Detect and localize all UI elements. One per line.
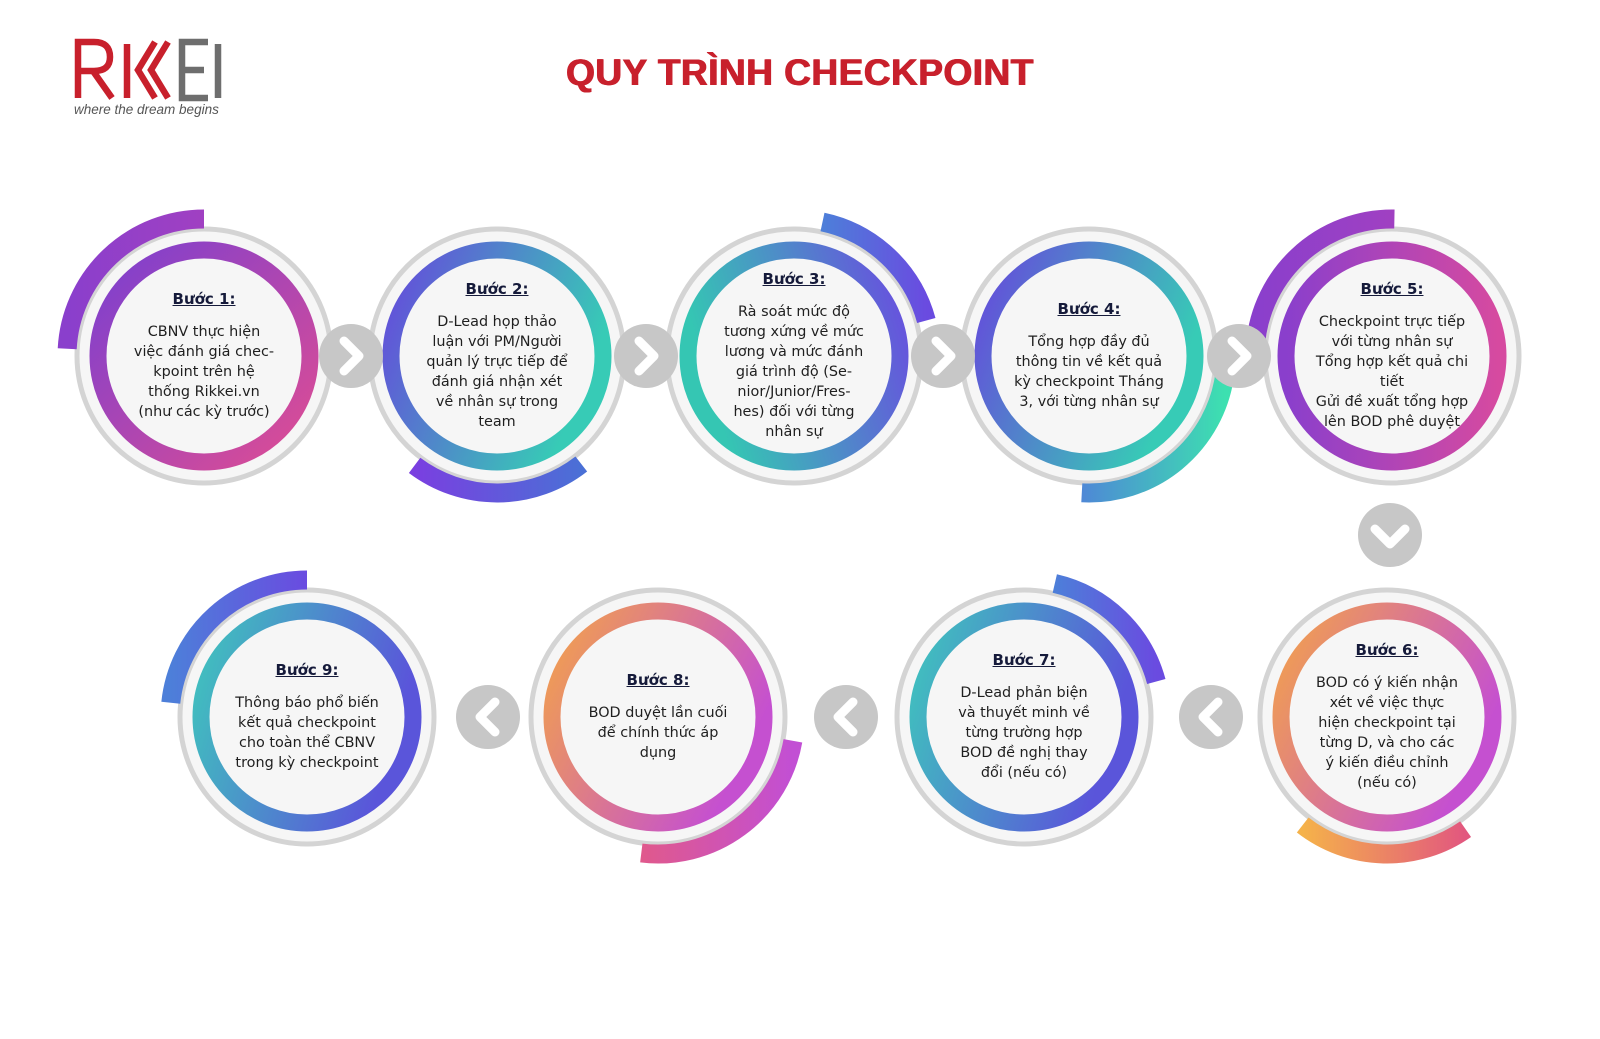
- step-description: D-Lead phản biện và thuyết minh về từng …: [958, 685, 1090, 781]
- step-description: Checkpoint trực tiếp với từng nhân sự Tổ…: [1315, 314, 1469, 430]
- step-title: Bước 7:: [992, 651, 1056, 669]
- chevron-left-icon: [1179, 685, 1243, 749]
- chevron-right-icon: [1207, 324, 1271, 388]
- step-title: Bước 2:: [465, 280, 529, 298]
- accent-arc: [408, 456, 588, 503]
- step-5-node: [1245, 209, 1522, 486]
- step-1-node: [57, 209, 334, 486]
- step-description: D-Lead họp thảo luận với PM/Người quản l…: [426, 314, 568, 430]
- step-description: CBNV thực hiện việc đánh giá chec- kpoin…: [133, 324, 275, 420]
- gradient-ring: [543, 602, 773, 832]
- gradient-ring: [1272, 602, 1502, 832]
- accent-arc: [161, 570, 308, 704]
- gradient-ring: [909, 602, 1139, 832]
- rikkei-logo: where the dream begins: [72, 36, 232, 121]
- chevron-left-icon: [814, 685, 878, 749]
- gradient-ring: [382, 241, 612, 471]
- rikkei-logo-mark: [74, 38, 222, 102]
- step-description: Thông báo phổ biến kết quả checkpoint ch…: [235, 695, 379, 771]
- step-1-content: Bước 1: CBNV thực hiện việc đánh giá chec…: [121, 251, 287, 461]
- accent-arc: [1296, 817, 1472, 864]
- step-title: Bước 3:: [762, 270, 826, 288]
- step-4-content: Bước 4: Tổng hợp đầy đủ thông tin về kết …: [1006, 251, 1172, 461]
- accent-arc: [57, 209, 205, 350]
- step-5-content: Bước 5: Checkpoint trực tiếp với từng nhâ…: [1309, 251, 1475, 461]
- step-8-node: [528, 587, 803, 864]
- accent-arc: [1081, 373, 1235, 503]
- step-description: Rà soát mức độ tương xứng về mức lương v…: [724, 304, 864, 440]
- chevron-down-icon: [1358, 503, 1422, 567]
- step-4-node: [959, 226, 1235, 503]
- step-title: Bước 6:: [1355, 641, 1419, 659]
- step-title: Bước 4:: [1057, 300, 1121, 318]
- gradient-ring: [974, 241, 1204, 471]
- arrows-layer: [319, 324, 1422, 749]
- chevron-right-icon: [911, 324, 975, 388]
- step-3-content: Bước 3: Rà soát mức độ tương xứng về mức …: [711, 251, 877, 461]
- step-title: Bước 8:: [626, 671, 690, 689]
- step-6-content: Bước 6: BOD có ý kiến nhận xét về việc th…: [1304, 612, 1470, 822]
- step-7-node: [894, 574, 1166, 847]
- step-title: Bước 9:: [275, 661, 339, 679]
- page-title: QUY TRÌNH CHECKPOINT: [566, 52, 1034, 93]
- step-description: Tổng hợp đầy đủ thông tin về kết quả kỳ …: [1014, 334, 1164, 410]
- accent-arc: [820, 212, 936, 324]
- logo-tagline: where the dream begins: [74, 102, 219, 117]
- step-8-content: Bước 8: BOD duyệt lần cuối để chính thức …: [575, 612, 741, 822]
- step-description: BOD có ý kiến nhận xét về việc thực hiện…: [1315, 675, 1459, 791]
- step-description: BOD duyệt lần cuối để chính thức áp dụng: [588, 705, 728, 761]
- gradient-ring: [192, 602, 422, 832]
- chevron-right-icon: [319, 324, 383, 388]
- step-9-node: [161, 570, 437, 847]
- step-2-content: Bước 2: D-Lead họp thảo luận với PM/Người…: [414, 251, 580, 461]
- step-title: Bước 5:: [1360, 280, 1424, 298]
- gradient-ring: [89, 241, 319, 471]
- gradient-ring: [679, 241, 909, 471]
- step-title: Bước 1:: [172, 290, 236, 308]
- gradient-ring: [1277, 241, 1507, 471]
- chevron-right-icon: [614, 324, 678, 388]
- accent-arc: [640, 739, 803, 864]
- step-6-node: [1257, 587, 1517, 864]
- step-9-content: Bước 9: Thông báo phổ biến kết quả checkp…: [224, 612, 390, 822]
- accent-arc: [1052, 574, 1166, 685]
- step-7-content: Bước 7: D-Lead phản biện và thuyết minh v…: [941, 612, 1107, 822]
- step-2-node: [367, 226, 627, 503]
- accent-arc: [1245, 209, 1395, 352]
- chevron-left-icon: [456, 685, 520, 749]
